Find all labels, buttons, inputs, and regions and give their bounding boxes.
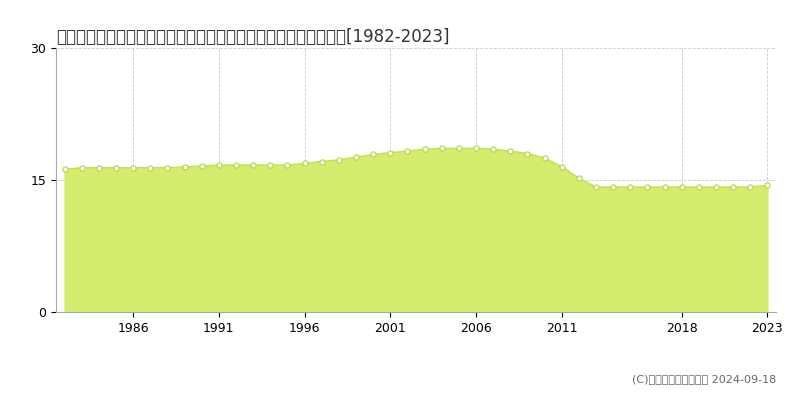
Point: [144, 164, 157, 171]
Point: [486, 146, 499, 152]
Point: [641, 184, 654, 190]
Point: [213, 162, 226, 168]
Point: [384, 150, 397, 156]
Point: [58, 166, 71, 173]
Point: [606, 184, 619, 190]
Point: [178, 164, 191, 170]
Point: [504, 148, 517, 154]
Point: [453, 145, 466, 152]
Point: [246, 162, 259, 168]
Point: [658, 184, 671, 190]
Point: [470, 145, 482, 152]
Point: [555, 164, 568, 170]
Point: [161, 164, 174, 171]
Point: [538, 155, 551, 161]
Point: [110, 164, 122, 171]
Text: (C)土地価格ドットコム 2024-09-18: (C)土地価格ドットコム 2024-09-18: [632, 374, 776, 384]
Point: [75, 164, 88, 171]
Point: [264, 162, 277, 168]
Point: [126, 164, 139, 171]
Point: [195, 163, 208, 169]
Text: 青森県八戸市大字尻内町字表河原１５番１　公示地価　地価推移[1982-2023]: 青森県八戸市大字尻内町字表河原１５番１ 公示地価 地価推移[1982-2023]: [56, 28, 450, 46]
Point: [418, 146, 431, 152]
Point: [298, 160, 311, 166]
Point: [590, 184, 602, 190]
Point: [366, 151, 379, 158]
Point: [573, 175, 586, 182]
Point: [315, 158, 328, 165]
Point: [761, 182, 774, 188]
Point: [521, 150, 534, 157]
Point: [281, 162, 294, 168]
Point: [333, 156, 346, 163]
Point: [435, 145, 448, 152]
Point: [93, 164, 106, 171]
Point: [744, 184, 757, 190]
Point: [675, 184, 688, 190]
Point: [350, 154, 362, 160]
Point: [230, 162, 242, 168]
Point: [624, 184, 637, 190]
Point: [710, 184, 722, 190]
Point: [401, 148, 414, 154]
Point: [693, 184, 706, 190]
Point: [726, 184, 739, 190]
